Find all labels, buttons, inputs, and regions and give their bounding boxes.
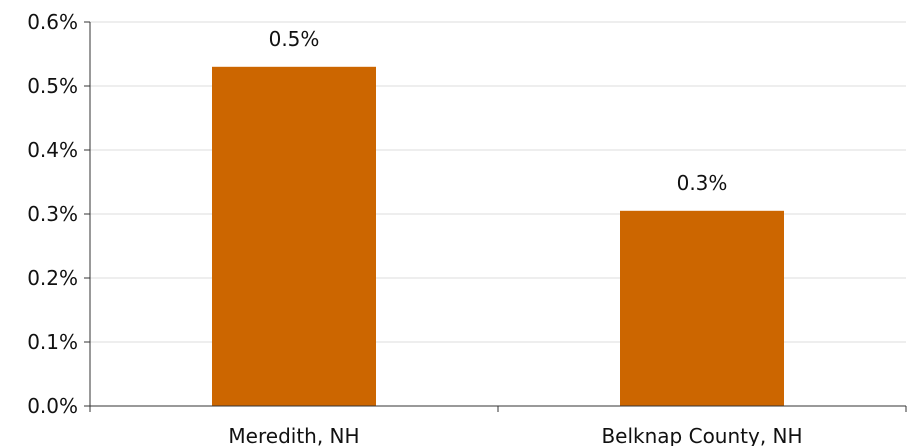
y-tick-label: 0.2% <box>27 266 78 290</box>
x-tick-label: Belknap County, NH <box>601 424 802 446</box>
data-label: 0.3% <box>677 171 728 195</box>
bar <box>212 66 376 407</box>
bars <box>212 66 784 407</box>
labels: 0.0% 0.1% 0.2% 0.3% 0.4% 0.5% 0.6% 0.5% Meredith… <box>27 10 802 446</box>
y-tick-label: 0.0% <box>27 394 78 418</box>
y-tick-label: 0.4% <box>27 138 78 162</box>
y-tick-label: 0.3% <box>27 202 78 226</box>
y-tick-label: 0.5% <box>27 74 78 98</box>
bar <box>620 210 784 406</box>
axes <box>84 21 907 412</box>
x-tick-label: Meredith, NH <box>228 424 359 446</box>
data-label: 0.5% <box>269 27 320 51</box>
y-tick-label: 0.1% <box>27 330 78 354</box>
y-tick-label: 0.6% <box>27 10 78 34</box>
